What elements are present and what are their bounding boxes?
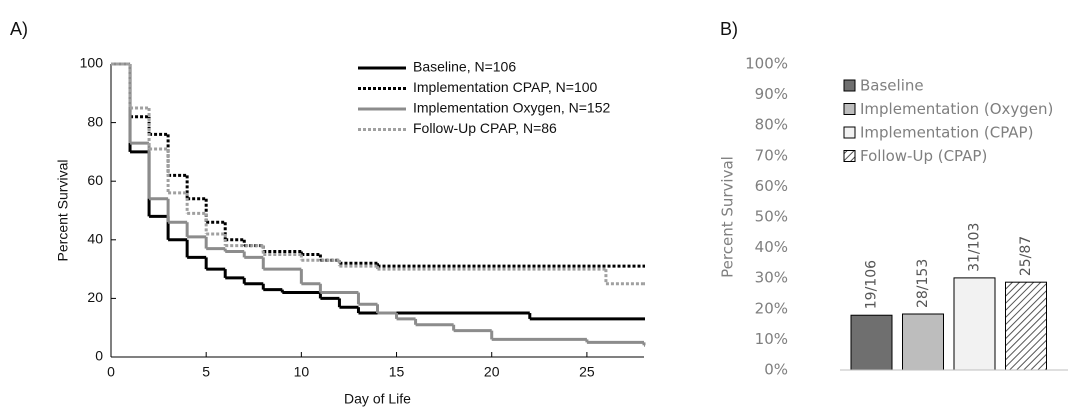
y-tick-label: 10% xyxy=(755,330,788,348)
legend-swatch xyxy=(843,126,856,139)
x-tick-label: 5 xyxy=(202,364,210,380)
y-tick-label: 80 xyxy=(87,113,103,129)
value-label: 25/87 xyxy=(1018,236,1034,276)
bar xyxy=(1005,281,1047,371)
y-tick-label: 100% xyxy=(745,55,788,73)
y-tick-label: 20% xyxy=(755,299,788,317)
y-tick-label: 90% xyxy=(755,85,788,103)
x-tick-label: 0 xyxy=(107,364,115,380)
y-axis-label: Percent Survival xyxy=(719,156,737,278)
legend-label: Baseline, N=106 xyxy=(413,59,516,75)
x-tick-label: 15 xyxy=(389,364,405,380)
y-axis-label: Percent Survival xyxy=(55,160,71,262)
legend-label: Follow-Up (CPAP) xyxy=(860,147,987,165)
y-tick-label: 80% xyxy=(755,116,788,134)
x-tick-label: 25 xyxy=(579,364,595,380)
legend-label: Follow-Up CPAP, N=86 xyxy=(413,120,557,136)
legend-label: Baseline xyxy=(860,77,924,95)
legend-label: Implementation (CPAP) xyxy=(860,124,1033,142)
legend-label: Implementation (Oxygen) xyxy=(860,100,1053,118)
value-label: 19/106 xyxy=(864,260,880,309)
panel-label: A) xyxy=(10,19,28,39)
y-tick-label: 70% xyxy=(755,146,788,164)
value-label: 28/153 xyxy=(915,259,931,308)
y-tick-label: 60 xyxy=(87,172,103,188)
x-tick-label: 10 xyxy=(294,364,310,380)
y-tick-label: 50% xyxy=(755,208,788,226)
y-tick-label: 30% xyxy=(755,269,788,287)
legend-label: Implementation CPAP, N=100 xyxy=(413,79,598,95)
panel-label: B) xyxy=(720,19,738,39)
value-label: 31/103 xyxy=(967,223,983,272)
legend-swatch xyxy=(843,79,856,92)
panel-a: A) 0 5 10 15 20 25 0 20 40 60 80 100 Day of Life Perce… xyxy=(10,19,646,407)
legend-label: Implementation Oxygen, N=152 xyxy=(413,100,610,116)
x-axis-label: Day of Life xyxy=(344,391,411,407)
y-tick-label: 60% xyxy=(755,177,788,195)
legend-swatch xyxy=(843,150,856,162)
bar xyxy=(902,313,944,371)
y-tick-label: 0 xyxy=(95,348,103,364)
y-tick-label: 0% xyxy=(764,361,788,379)
y-tick-label: 40% xyxy=(755,238,788,256)
y-tick-label: 40 xyxy=(87,231,103,247)
y-tick-label: 100 xyxy=(80,55,104,71)
x-tick-label: 20 xyxy=(484,364,500,380)
panel-b: B) 0% 10% 20% 30% 40% 50% 60% 70% 80% 90% 100% Perce… xyxy=(719,19,1068,379)
bar xyxy=(850,314,893,371)
legend-swatch xyxy=(843,103,856,115)
bar xyxy=(953,277,996,371)
y-tick-label: 20 xyxy=(87,289,103,305)
